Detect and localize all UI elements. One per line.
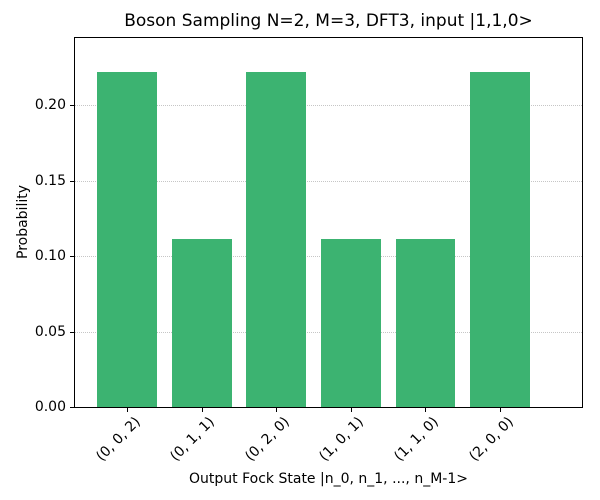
x-tick-label: (0, 1, 1) — [167, 414, 219, 465]
bar — [470, 71, 530, 407]
gridline — [75, 105, 582, 107]
y-axis-tick — [70, 181, 74, 182]
x-axis-tick — [202, 408, 203, 412]
y-axis-tick — [70, 332, 74, 333]
y-tick-label: 0.15 — [34, 173, 66, 189]
bar — [321, 239, 381, 407]
x-tick-label: (1, 1, 0) — [391, 414, 442, 465]
x-axis-tick — [276, 408, 277, 412]
chart-title: Boson Sampling N=2, M=3, DFT3, input |1,… — [124, 11, 533, 31]
x-axis-tick — [425, 408, 426, 412]
y-axis-tick — [70, 105, 74, 106]
y-axis-tick — [70, 256, 74, 257]
bar — [246, 71, 307, 407]
y-axis-tick — [70, 407, 74, 408]
x-axis-label: Output Fock State |n_0, n_1, ..., n_M-1> — [189, 471, 468, 487]
y-tick-label: 0.20 — [34, 97, 66, 113]
y-tick-label: 0.10 — [34, 248, 66, 264]
x-tick-label: (1, 0, 1) — [316, 414, 368, 465]
bar — [395, 239, 456, 407]
bar — [171, 239, 232, 407]
bar — [97, 71, 157, 407]
x-axis-tick — [500, 408, 501, 412]
x-tick-label: (2, 0, 0) — [465, 414, 517, 465]
gridline — [75, 180, 582, 182]
x-tick-label: (0, 0, 2) — [92, 414, 144, 465]
y-tick-label: 0.05 — [34, 324, 66, 340]
x-axis-tick — [127, 408, 128, 412]
x-axis-tick — [351, 408, 352, 412]
plot-area — [74, 37, 583, 408]
x-tick-label: (0, 2, 0) — [242, 414, 293, 465]
y-tick-label: 0.00 — [34, 399, 66, 415]
